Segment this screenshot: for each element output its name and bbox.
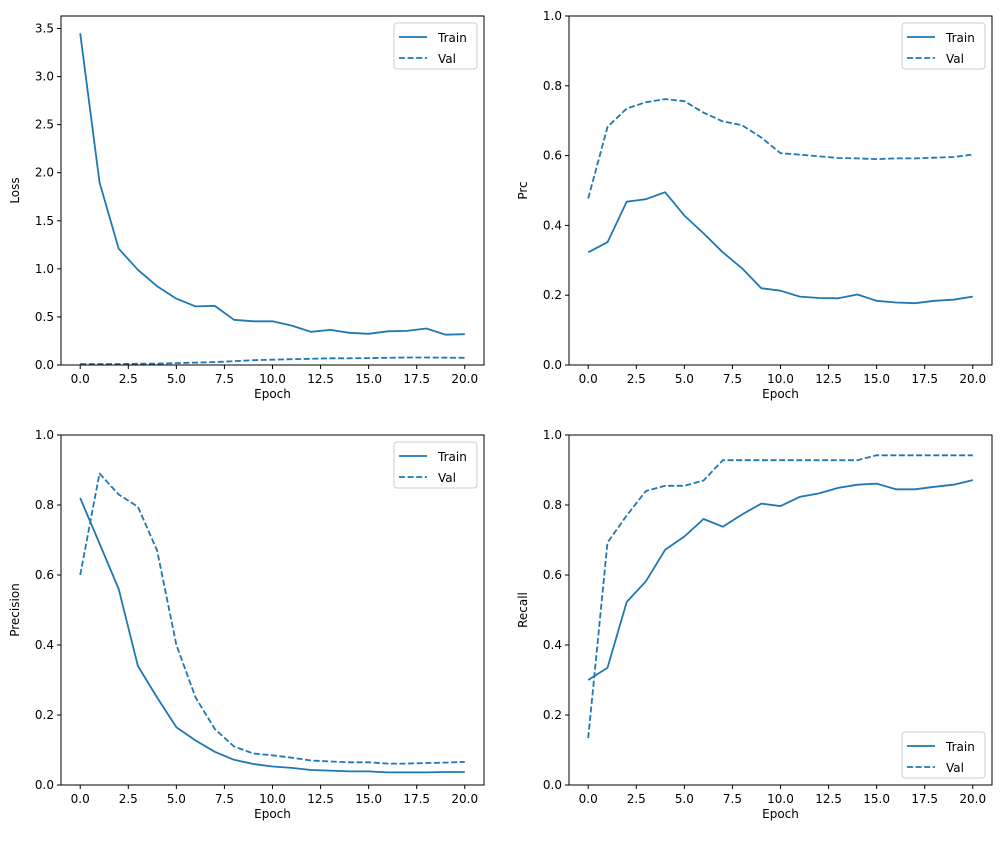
y-axis-label: Loss (8, 177, 22, 203)
x-tick-label: 7.5 (723, 792, 742, 806)
x-tick-label: 12.5 (815, 792, 842, 806)
x-tick-label: 7.5 (215, 792, 234, 806)
x-tick-label: 5.0 (167, 792, 186, 806)
x-tick-label: 17.5 (403, 372, 430, 386)
x-tick-label: 15.0 (355, 792, 382, 806)
legend-box (901, 22, 986, 70)
y-axis-label: Recall (516, 592, 530, 628)
x-tick-label: 12.5 (307, 372, 334, 386)
y-tick-label: 0.2 (543, 708, 562, 722)
y-tick-label: 0.0 (543, 358, 562, 372)
subplot-prc: 0.0 2.5 5.0 7.5 10.0 12.5 15.0 17.5 20.0 0.0 0.2 0.… (516, 9, 993, 401)
x-tick-label: 15.0 (863, 372, 890, 386)
series-line-val (587, 98, 973, 199)
x-tick-label: 10.0 (259, 792, 286, 806)
y-tick-label: 0.6 (35, 568, 54, 582)
y-tick-label: 0.0 (35, 778, 54, 792)
x-tick-label: 10.0 (767, 792, 794, 806)
y-tick-label: 3.0 (35, 70, 54, 84)
x-tick-label: 20.0 (959, 792, 986, 806)
legend-label-train: Train (945, 740, 975, 754)
x-tick-label: 20.0 (451, 792, 478, 806)
y-tick-label: 2.0 (35, 166, 54, 180)
x-tick-label: 7.5 (215, 372, 234, 386)
x-tick-label: 10.0 (259, 372, 286, 386)
y-tick-label: 0.4 (35, 638, 54, 652)
subplot-loss: 0.0 2.5 5.0 7.5 10.0 12.5 15.0 17.5 20.0 0.0 0.5 1.… (8, 15, 485, 401)
legend-box (393, 441, 478, 489)
x-tick-label: 2.5 (627, 372, 646, 386)
legend-label-val: Val (438, 471, 456, 485)
y-tick-label: 1.0 (35, 428, 54, 442)
legend-label-train: Train (437, 450, 467, 464)
x-tick-label: 2.5 (119, 792, 138, 806)
series-line-train (79, 33, 465, 336)
x-axis-label: Epoch (762, 387, 799, 401)
y-tick-label: 0.8 (543, 79, 562, 93)
y-tick-label: 0.6 (543, 568, 562, 582)
x-tick-label: 15.0 (863, 792, 890, 806)
series-line-train (587, 479, 974, 681)
x-tick-label: 2.5 (119, 372, 138, 386)
x-tick-label: 0.0 (579, 372, 598, 386)
y-tick-label: 0.4 (543, 638, 562, 652)
legend: Train Val (393, 22, 478, 70)
y-tick-label: 0.5 (35, 310, 54, 324)
y-tick-label: 0.0 (543, 778, 562, 792)
series-line-train (587, 191, 973, 305)
y-tick-label: 2.5 (35, 118, 54, 132)
y-tick-label: 0.4 (543, 218, 562, 232)
series-line-val (79, 472, 465, 765)
legend-label-val: Val (438, 52, 456, 66)
y-tick-label: 1.0 (543, 9, 562, 23)
legend-box (901, 731, 986, 779)
y-tick-label: 0.6 (543, 149, 562, 163)
x-tick-label: 15.0 (355, 372, 382, 386)
x-tick-label: 0.0 (579, 792, 598, 806)
x-tick-label: 17.5 (911, 792, 938, 806)
legend-label-train: Train (945, 31, 975, 45)
legend-label-val: Val (946, 52, 964, 66)
series-line-val (587, 454, 973, 739)
x-tick-label: 17.5 (403, 792, 430, 806)
legend-box (393, 22, 478, 70)
y-axis-label: Precision (8, 583, 22, 637)
y-tick-label: 0.8 (35, 498, 54, 512)
x-tick-label: 10.0 (767, 372, 794, 386)
series-line-val (80, 356, 465, 365)
series-line-train (79, 497, 465, 774)
subplot-precision: 0.0 2.5 5.0 7.5 10.0 12.5 15.0 17.5 20.0 0.0 0.2 0.… (8, 428, 485, 821)
y-tick-label: 0.2 (35, 708, 54, 722)
x-tick-label: 12.5 (815, 372, 842, 386)
x-tick-label: 0.0 (71, 372, 90, 386)
legend: Train Val (901, 22, 986, 70)
x-tick-label: 0.0 (71, 792, 90, 806)
y-axis-label: Prc (516, 181, 530, 199)
y-tick-label: 1.5 (35, 214, 54, 228)
x-axis-label: Epoch (254, 807, 291, 821)
legend-label-val: Val (946, 761, 964, 775)
y-tick-label: 0.2 (543, 288, 562, 302)
x-tick-label: 17.5 (911, 372, 938, 386)
x-tick-label: 7.5 (723, 372, 742, 386)
y-tick-label: 1.0 (543, 428, 562, 442)
y-tick-label: 0.8 (543, 498, 562, 512)
x-tick-label: 20.0 (451, 372, 478, 386)
legend: Train Val (393, 441, 478, 489)
x-tick-label: 5.0 (675, 792, 694, 806)
x-tick-label: 20.0 (959, 372, 986, 386)
x-tick-label: 5.0 (167, 372, 186, 386)
x-tick-label: 2.5 (627, 792, 646, 806)
subplot-recall: 0.0 2.5 5.0 7.5 10.0 12.5 15.0 17.5 20.0 0.0 0.2 0.… (516, 428, 993, 821)
x-tick-label: 12.5 (307, 792, 334, 806)
y-tick-label: 3.5 (35, 21, 54, 35)
x-tick-label: 5.0 (675, 372, 694, 386)
legend-label-train: Train (437, 31, 467, 45)
y-tick-label: 0.0 (35, 358, 54, 372)
y-tick-label: 1.0 (35, 262, 54, 276)
x-axis-label: Epoch (254, 387, 291, 401)
legend: Train Val (901, 731, 986, 779)
x-axis-label: Epoch (762, 807, 799, 821)
